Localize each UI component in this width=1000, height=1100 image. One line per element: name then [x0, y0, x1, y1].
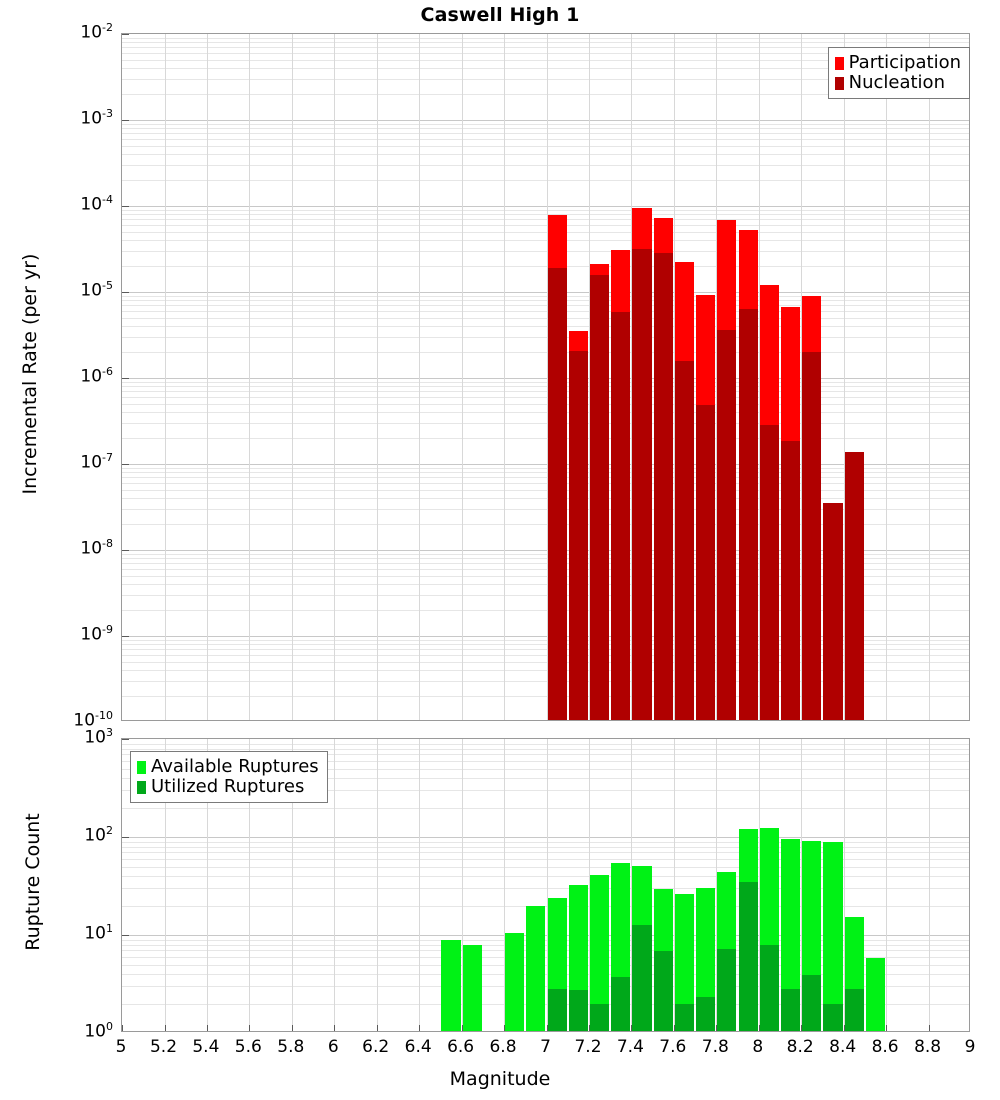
legend-label: Utilized Ruptures — [151, 776, 305, 798]
x-tick-label: 8.2 — [786, 1037, 814, 1057]
legend-swatch-icon — [834, 56, 844, 70]
bar-utilized-ruptures — [802, 975, 822, 1031]
x-tick-label: 5.2 — [149, 1037, 178, 1057]
y-tick-label: 10-4 — [80, 193, 113, 215]
rate-bars — [122, 34, 969, 720]
legend-item: Participation — [834, 52, 961, 73]
x-tick-label: 7.8 — [701, 1037, 729, 1057]
legend-label: Participation — [848, 52, 961, 73]
bar-available-ruptures — [674, 894, 694, 1031]
bar-nucleation — [802, 352, 822, 720]
bar-utilized-ruptures — [674, 1003, 694, 1031]
x-tick-label: 6.8 — [489, 1037, 517, 1057]
x-tick-label: 8.4 — [829, 1037, 857, 1057]
bar-available-ruptures — [781, 838, 801, 1031]
bar-utilized-ruptures — [823, 1003, 843, 1031]
x-tick-label: 7.6 — [659, 1037, 687, 1057]
x-axis-label: Magnitude — [449, 1068, 551, 1090]
bar-available-ruptures — [505, 933, 525, 1031]
x-tick-label: 5.4 — [192, 1037, 220, 1057]
bar-nucleation — [696, 405, 716, 720]
bar-nucleation — [823, 503, 843, 720]
bar-nucleation — [674, 360, 694, 720]
y-tick-label: 10-5 — [80, 279, 113, 301]
y-tick-label: 10-7 — [80, 451, 113, 473]
bar-nucleation — [844, 452, 864, 720]
rate-plot-area — [121, 33, 970, 721]
legend-label: Available Ruptures — [151, 756, 319, 777]
bar-utilized-ruptures — [717, 949, 737, 1031]
count-plot-area: Available Ruptures Utilized Ruptures — [121, 738, 970, 1032]
legend-label: Nucleation — [848, 72, 945, 94]
x-tick-label: 8 — [752, 1037, 764, 1057]
legend-swatch-icon — [137, 760, 146, 774]
count-bars — [122, 739, 969, 1031]
bar-available-ruptures — [865, 958, 886, 1031]
legend-swatch-icon — [137, 780, 146, 794]
x-tick-label: 8.6 — [871, 1037, 899, 1057]
bar-available-ruptures — [696, 887, 716, 1031]
bar-utilized-ruptures — [547, 988, 567, 1031]
x-tick-label: 7 — [540, 1037, 551, 1057]
bar-nucleation — [759, 424, 779, 720]
rate-legend: Participation Nucleation — [827, 47, 970, 100]
y-tick-label: 100 — [84, 1020, 113, 1042]
x-tick-label: 6.6 — [447, 1037, 475, 1057]
y-tick-label: 10-10 — [73, 709, 113, 731]
count-legend: Available Ruptures Utilized Ruptures — [130, 751, 328, 804]
legend-swatch-icon — [834, 76, 844, 90]
legend-item: Available Ruptures — [137, 756, 319, 777]
bar-utilized-ruptures — [738, 882, 758, 1031]
bar-nucleation — [547, 268, 567, 720]
bar-nucleation — [590, 274, 610, 720]
y-tick-label: 102 — [84, 824, 113, 846]
x-tick-label: 5.6 — [234, 1037, 262, 1057]
x-tick-label: 5.8 — [277, 1037, 305, 1057]
y-tick-label: 10-9 — [80, 623, 113, 645]
bar-utilized-ruptures — [759, 945, 779, 1031]
bar-nucleation — [717, 330, 737, 720]
page-title: Caswell High 1 — [420, 4, 580, 26]
y-tick-label: 10-6 — [80, 365, 113, 387]
y-tick-label: 101 — [84, 922, 113, 944]
bar-utilized-ruptures — [632, 925, 652, 1031]
x-tick-label: 9 — [964, 1037, 976, 1057]
y-tick-label: 10-3 — [80, 107, 113, 129]
bar-nucleation — [738, 309, 758, 720]
x-tick-label: 7.2 — [574, 1037, 602, 1057]
bar-utilized-ruptures — [653, 951, 673, 1031]
x-tick-label: 6.2 — [362, 1037, 390, 1057]
bar-utilized-ruptures — [781, 988, 801, 1031]
bar-available-ruptures — [823, 842, 843, 1031]
legend-item: Nucleation — [834, 72, 961, 94]
x-tick-label: 6.4 — [404, 1037, 432, 1057]
bar-utilized-ruptures — [590, 1003, 610, 1031]
bar-nucleation — [781, 441, 801, 720]
bar-available-ruptures — [462, 945, 482, 1031]
y-axis-label-count: Rupture Count — [22, 813, 44, 951]
bar-nucleation — [611, 312, 631, 720]
bar-nucleation — [632, 249, 652, 720]
bar-available-ruptures — [526, 905, 546, 1031]
bar-utilized-ruptures — [844, 988, 864, 1031]
bar-utilized-ruptures — [568, 990, 588, 1031]
x-tick-label: 7.4 — [616, 1037, 644, 1057]
bar-nucleation — [653, 252, 673, 720]
bar-nucleation — [568, 351, 588, 720]
x-tick-label: 8.8 — [914, 1037, 942, 1057]
bar-available-ruptures — [590, 875, 610, 1031]
y-tick-label: 10-2 — [80, 21, 113, 43]
y-tick-label: 10-8 — [80, 537, 113, 559]
legend-item: Utilized Ruptures — [137, 776, 319, 798]
x-tick-label: 6 — [327, 1037, 339, 1057]
x-tick-label: 5 — [115, 1037, 127, 1057]
bar-utilized-ruptures — [611, 976, 631, 1031]
bar-available-ruptures — [441, 939, 461, 1031]
bar-utilized-ruptures — [696, 997, 716, 1031]
y-tick-label: 103 — [84, 726, 113, 748]
